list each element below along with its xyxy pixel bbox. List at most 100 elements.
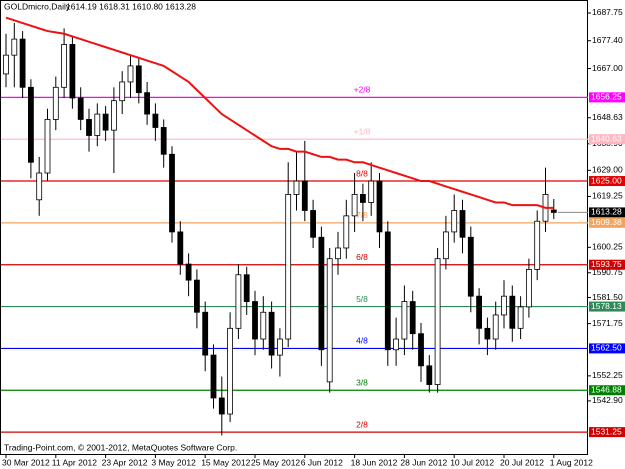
candle-body	[27, 86, 34, 163]
level-price-label: 1640.63	[591, 133, 622, 143]
candle-body	[451, 210, 458, 233]
x-tick-label: 10 Jul 2012	[450, 457, 494, 467]
level-price-label: 1609.38	[591, 217, 622, 227]
candle-body	[409, 301, 416, 335]
y-tick-label: 1581.50	[592, 292, 623, 302]
level-name: +2/8	[354, 85, 371, 95]
x-tick-label: 6 Jun 2012	[301, 457, 343, 467]
level-price-box	[589, 343, 625, 354]
candle-body	[335, 247, 341, 260]
level-price-box	[589, 92, 625, 103]
candle-body	[260, 311, 267, 340]
candle-body	[61, 44, 67, 88]
candle-body	[243, 274, 250, 302]
header-quote: 1614.19 1618.31 1610.80 1613.28	[66, 1, 196, 11]
candle-body	[426, 365, 433, 385]
level-price-box	[589, 259, 625, 270]
candle-body	[94, 113, 101, 136]
y-tick-label: 1542.90	[592, 395, 623, 405]
candle-body	[326, 258, 333, 383]
candle-body	[185, 263, 192, 281]
candle-body	[86, 119, 92, 136]
x-tick-label: 3 May 2012	[151, 457, 196, 467]
candle-body	[102, 113, 109, 131]
candle-body	[127, 65, 134, 83]
candle-body	[293, 180, 300, 195]
y-tick-label: 1590.75	[592, 267, 623, 277]
candle-body	[401, 301, 408, 340]
y-tick-label: 1687.75	[592, 7, 623, 17]
candle-body	[434, 258, 441, 385]
x-tick-label: 25 May 2012	[251, 457, 300, 467]
candle-body	[19, 38, 26, 88]
candle-body	[301, 180, 308, 211]
candle-body	[343, 215, 350, 249]
candle-body	[442, 231, 449, 260]
y-tick-label: 1619.25	[592, 191, 623, 201]
candle-body	[69, 44, 76, 99]
level-name: 4/8	[356, 336, 368, 346]
candle-body	[44, 119, 51, 174]
y-tick-label: 1552.25	[592, 370, 623, 380]
level-price-label: 1562.50	[591, 343, 622, 353]
candle-body	[351, 194, 358, 217]
level-price-box	[589, 301, 625, 312]
x-tick-label: 18 Jun 2012	[351, 457, 398, 467]
moving-average	[5, 16, 554, 209]
candle-body	[77, 97, 84, 120]
candle-body	[310, 210, 317, 238]
candle-body	[111, 100, 117, 131]
candle-body	[476, 295, 483, 329]
candle-body	[467, 236, 474, 297]
candle-body	[492, 314, 499, 340]
level-name: 6/8	[356, 252, 368, 262]
candle-body	[526, 269, 532, 308]
candle-body	[384, 231, 391, 351]
candle-body	[52, 86, 59, 120]
y-tick-label: 1677.40	[592, 35, 623, 45]
candle-body	[152, 113, 159, 128]
candle-body	[210, 354, 217, 399]
candle-body	[177, 231, 184, 265]
candle-body	[359, 194, 366, 203]
x-tick-label: 23 Apr 2012	[102, 457, 148, 467]
current-price-label: 1613.28	[591, 207, 622, 217]
level-price-label: 1578.13	[591, 301, 622, 311]
level-price-label: 1531.25	[591, 426, 622, 436]
candle-body	[509, 295, 516, 329]
x-tick-label: 15 May 2012	[201, 457, 250, 467]
level-price-box	[589, 134, 625, 145]
candle-body	[501, 295, 507, 316]
candle-body	[160, 127, 167, 155]
candle-body	[3, 54, 9, 75]
candle-body	[285, 194, 292, 340]
y-tick-label: 1600.25	[592, 242, 623, 252]
y-tick-label: 1629.00	[592, 165, 623, 175]
candle-body	[193, 279, 200, 313]
candle-body	[484, 327, 491, 340]
candle-body	[276, 338, 283, 356]
x-tick-label: 28 Jun 2012	[400, 457, 447, 467]
current-price-box	[589, 207, 625, 218]
level-name: 8/8	[356, 168, 368, 178]
x-tick-label: 11 Apr 2012	[52, 457, 97, 467]
watermark: Trading-Point.com, © 2001-2012, MetaQuot…	[4, 442, 237, 452]
candle-body	[368, 180, 375, 203]
y-tick-label: 1667.00	[592, 63, 623, 73]
plot-frame	[0, 0, 588, 455]
level-price-box	[589, 176, 625, 187]
level-name: 7/8	[356, 210, 368, 220]
chart-title: GOLDmicro,Daily	[4, 1, 71, 11]
candle-body	[517, 306, 524, 329]
candle-body	[393, 338, 400, 351]
level-price-label: 1593.75	[591, 259, 622, 269]
candle-body	[119, 81, 126, 102]
candle-body	[11, 38, 18, 56]
level-price-label: 1625.00	[591, 175, 622, 185]
candle-body	[418, 333, 424, 367]
x-tick-label: 30 Mar 2012	[2, 457, 50, 467]
candle-body	[318, 236, 325, 351]
candle-body	[135, 65, 142, 94]
